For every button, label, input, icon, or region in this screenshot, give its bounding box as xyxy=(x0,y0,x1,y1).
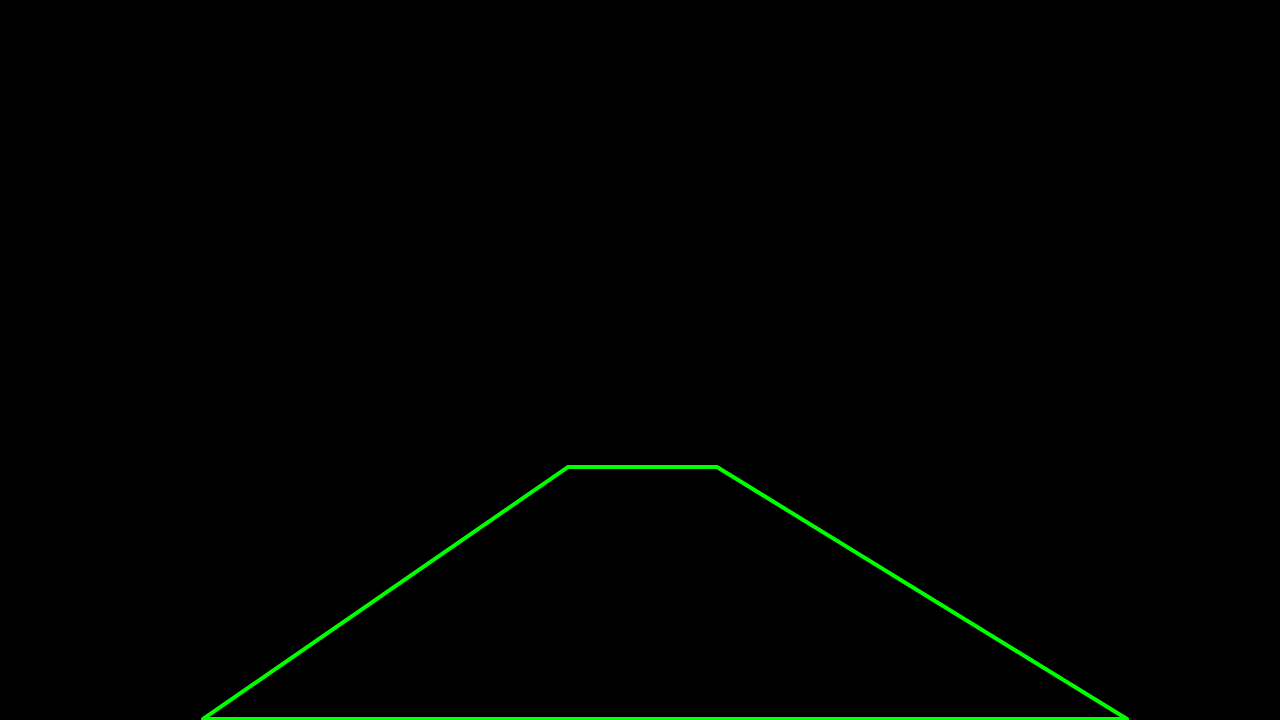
lane-region-trapezoid xyxy=(201,465,1129,720)
